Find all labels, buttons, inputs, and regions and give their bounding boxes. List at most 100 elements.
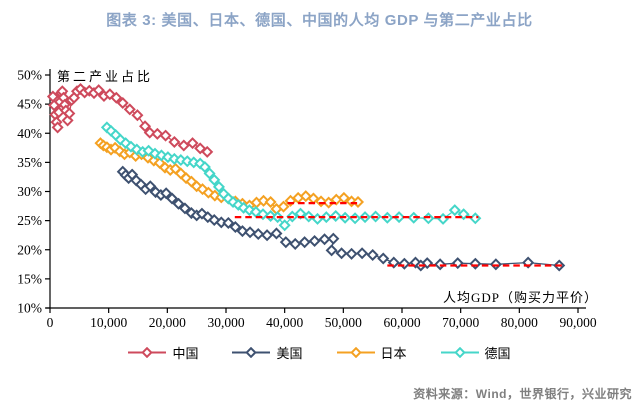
diamond-marker-usa [144, 180, 157, 193]
diamond-marker-usa [236, 225, 249, 238]
series-line-germany [106, 126, 476, 227]
diamond-marker-china [51, 121, 64, 134]
diamond-marker-germany [422, 212, 435, 225]
diamond-marker-china [168, 135, 181, 149]
diamond-marker-germany [114, 133, 127, 146]
diamond-marker-germany [329, 209, 342, 222]
source-note: 资料来源：Wind，世界银行，兴业研究 [413, 387, 632, 401]
diamond-marker-japan [257, 194, 270, 207]
diamond-marker-germany [264, 209, 277, 222]
y-axis-title: 第二产业占比 [57, 69, 154, 84]
diamond-marker-usa [195, 207, 208, 220]
x-tick-label: 60,000 [383, 315, 420, 330]
diamond-marker-germany [294, 207, 307, 220]
legend-item-japan: 日本 [336, 343, 407, 362]
series-markers-germany [100, 121, 482, 232]
diamond-marker-japan [315, 195, 328, 208]
legend-item-germany: 德国 [440, 343, 511, 362]
diamond-marker-germany [448, 204, 461, 217]
diamond-marker-germany [148, 147, 162, 160]
diamond-marker-china [116, 96, 129, 109]
diamond-marker-usa [318, 233, 331, 246]
diamond-marker-usa [215, 216, 228, 229]
y-tick-label: 50% [17, 68, 42, 83]
diamond-marker-china [201, 145, 214, 158]
series-markers-usa [116, 165, 566, 272]
diamond-marker-germany [393, 211, 406, 224]
diamond-marker-germany [203, 167, 216, 180]
diamond-marker-china [143, 126, 156, 139]
diamond-marker-usa [178, 202, 191, 215]
diamond-marker-japan [180, 172, 193, 185]
y-tick-label: 10% [17, 301, 42, 316]
diamond-marker-germany [174, 154, 187, 167]
x-tick-label: 90,000 [559, 315, 596, 330]
diamond-marker-usa [252, 228, 265, 241]
diamond-marker-japan [190, 180, 203, 193]
diamond-marker-usa [289, 237, 302, 250]
chart-title: 图表 3: 美国、日本、德国、中国的人均 GDP 与第二产业占比 [106, 12, 533, 29]
diamond-marker-japan [277, 200, 290, 213]
diamond-marker-usa [298, 236, 311, 249]
diamond-marker-usa [270, 227, 283, 240]
diamond-marker-china [186, 137, 199, 150]
legend-item-china: 中国 [128, 343, 198, 362]
diamond-marker-usa [172, 197, 185, 210]
diamond-marker-usa [222, 216, 235, 229]
legend-label-china: 中国 [172, 346, 199, 361]
diamond-marker-japan [158, 161, 172, 174]
diamond-marker-china [159, 129, 172, 142]
series-markers-china [46, 82, 214, 158]
x-tick-label: 80,000 [501, 315, 538, 330]
diamond-marker-usa [229, 221, 242, 234]
x-tick-label: 0 [47, 315, 54, 330]
diamond-marker-usa [356, 247, 369, 260]
diamond-marker-usa [208, 214, 221, 227]
diamond-marker-china [139, 120, 152, 133]
diamond-marker-usa [434, 258, 447, 271]
legend-item-usa: 美国 [232, 343, 303, 362]
diamond-marker-germany [437, 212, 450, 225]
diamond-marker-germany [198, 161, 211, 174]
x-tick-label: 10,000 [90, 315, 127, 330]
x-axis-title: 人均GDP（购买力平价） [442, 290, 598, 305]
diamond-marker-usa [261, 229, 274, 242]
legend: 中国 美国 日本 德国 [0, 343, 639, 362]
diamond-marker-germany [349, 212, 362, 225]
legend-marker-icon-china [128, 347, 167, 358]
diamond-marker-usa [308, 234, 321, 248]
diamond-marker-japan [351, 195, 365, 208]
diamond-marker-germany [320, 211, 333, 224]
diamond-marker-china [123, 103, 136, 116]
diamond-marker-usa [166, 192, 179, 205]
diamond-marker-china [131, 109, 144, 122]
legend-marker-icon-japan [336, 347, 375, 358]
y-tick-label: 15% [17, 271, 42, 286]
diamond-marker-china [177, 139, 190, 152]
diamond-marker-china [63, 107, 76, 120]
diamond-marker-germany [278, 219, 291, 232]
y-tick-label: 40% [17, 126, 42, 141]
diamond-marker-usa [469, 257, 482, 270]
diamond-marker-germany [457, 208, 470, 221]
y-tick-label: 45% [17, 97, 42, 112]
diamond-marker-usa [279, 236, 292, 249]
diamond-marker-usa [325, 244, 338, 257]
y-tick-label: 20% [17, 242, 42, 257]
legend-label-usa: 美国 [276, 346, 303, 361]
diamond-marker-usa [244, 226, 257, 239]
x-tick-label: 30,000 [207, 315, 244, 330]
diamond-marker-usa [398, 257, 411, 270]
legend-marker-icon-germany [440, 347, 479, 358]
diamond-marker-germany [256, 208, 269, 221]
legend-label-japan: 日本 [380, 346, 407, 361]
diamond-marker-germany [130, 143, 143, 156]
diamond-marker-usa [377, 252, 390, 265]
diamond-marker-usa [335, 247, 348, 260]
diamond-marker-germany [208, 173, 221, 186]
diamond-marker-usa [345, 247, 358, 260]
diamond-marker-china [92, 84, 105, 97]
diamond-marker-japan [264, 195, 277, 208]
